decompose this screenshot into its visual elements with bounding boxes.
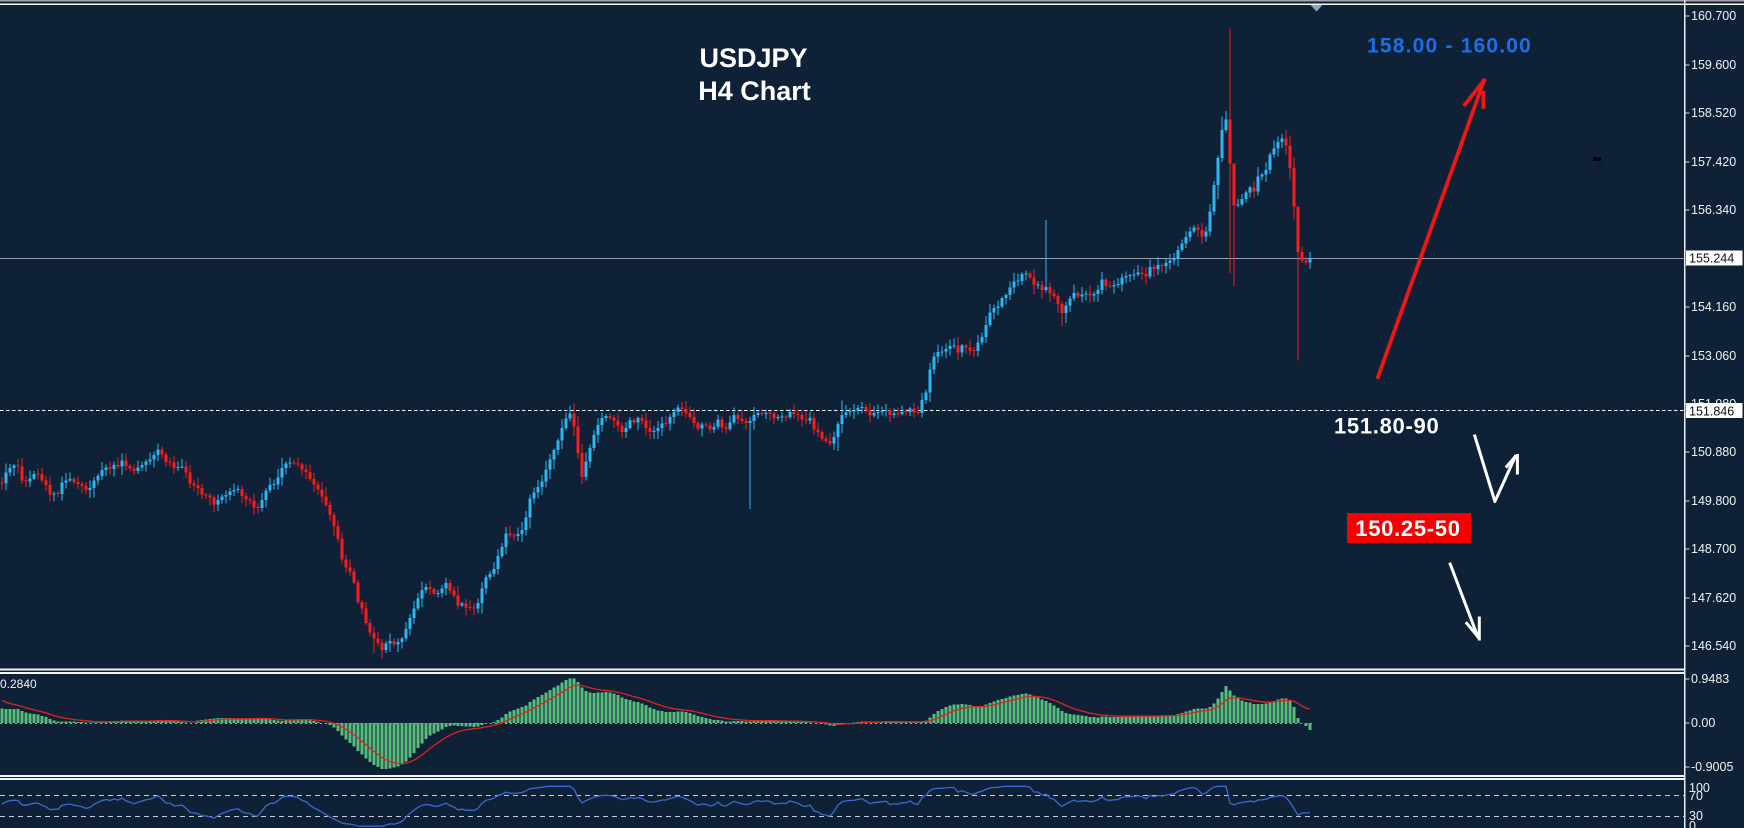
- svg-text:USDJPY: USDJPY: [699, 43, 807, 73]
- svg-text:148.700: 148.700: [1691, 542, 1736, 556]
- svg-text:30: 30: [1689, 809, 1703, 823]
- svg-text:147.620: 147.620: [1691, 591, 1736, 605]
- svg-text:160.700: 160.700: [1691, 9, 1736, 23]
- svg-text:155.244: 155.244: [1689, 252, 1734, 266]
- svg-text:159.600: 159.600: [1691, 58, 1736, 72]
- svg-text:150.880: 150.880: [1691, 445, 1736, 459]
- svg-text:146.540: 146.540: [1691, 639, 1736, 653]
- svg-text:158.00 - 160.00: 158.00 - 160.00: [1367, 35, 1532, 58]
- svg-text:151.846: 151.846: [1689, 405, 1734, 419]
- svg-text:150.25-50: 150.25-50: [1355, 516, 1460, 541]
- svg-text:0.2840: 0.2840: [0, 677, 37, 691]
- svg-text:0.00: 0.00: [1691, 716, 1715, 730]
- svg-text:151.80-90: 151.80-90: [1334, 414, 1439, 439]
- svg-text:153.060: 153.060: [1691, 349, 1736, 363]
- svg-text:70: 70: [1689, 789, 1703, 803]
- svg-text:149.800: 149.800: [1691, 494, 1736, 508]
- svg-text:0.9483: 0.9483: [1691, 672, 1729, 686]
- svg-text:157.420: 157.420: [1691, 155, 1736, 169]
- svg-text:158.520: 158.520: [1691, 106, 1736, 120]
- svg-text:156.340: 156.340: [1691, 203, 1736, 217]
- svg-text:100: 100: [1689, 781, 1710, 795]
- svg-text:154.160: 154.160: [1691, 300, 1736, 314]
- svg-text:151.980: 151.980: [1691, 397, 1736, 411]
- svg-text:0: 0: [1689, 819, 1696, 828]
- svg-text:H4 Chart: H4 Chart: [698, 76, 811, 106]
- svg-text:-0.9005: -0.9005: [1691, 760, 1733, 774]
